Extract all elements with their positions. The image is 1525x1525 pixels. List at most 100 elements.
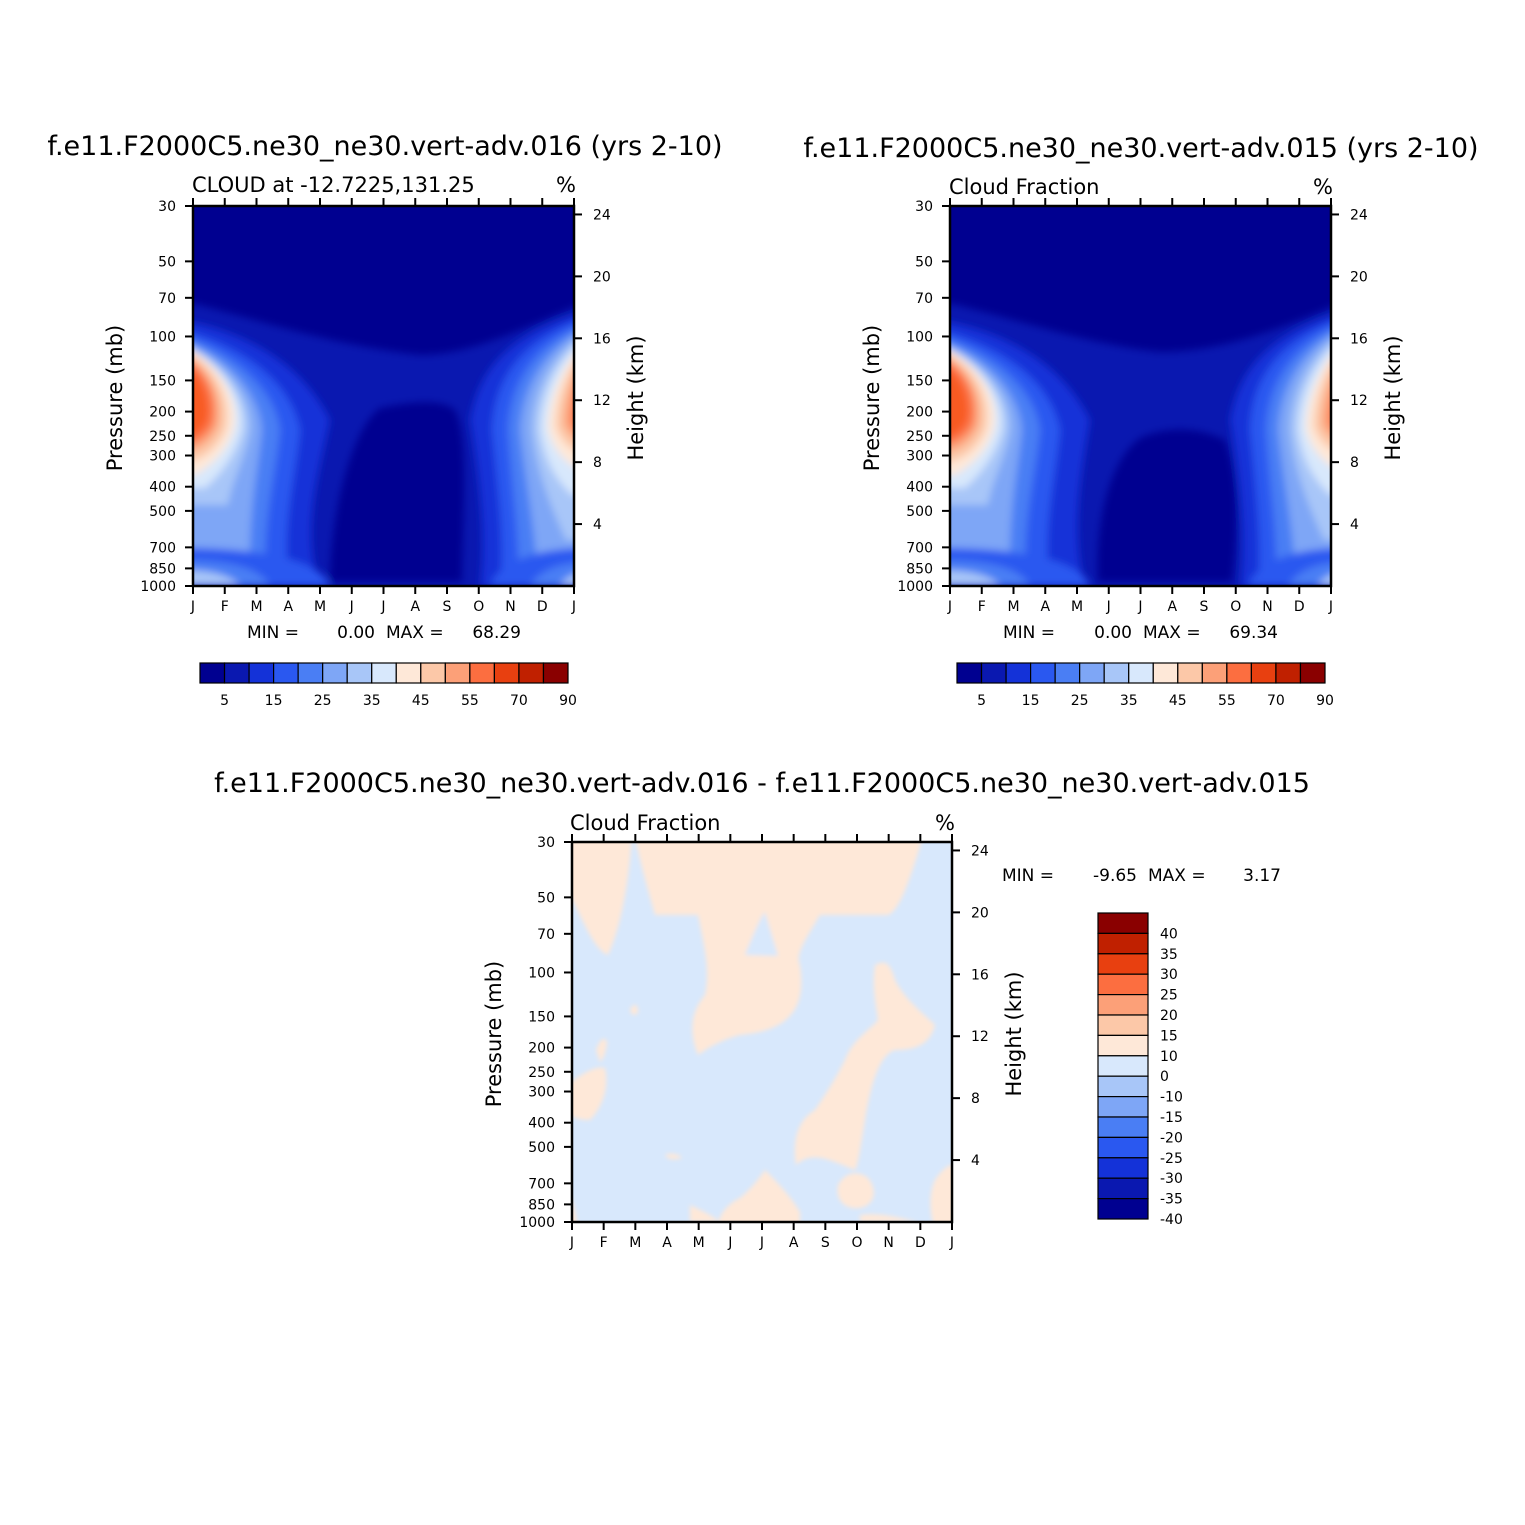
panel-1-colorbar-swatch [346,662,373,684]
panel-3-colorbar-label: -30 [1160,1171,1183,1187]
panel-2-colorbar-swatch [1152,662,1179,684]
panel-3-colorbar-swatch [1097,1014,1149,1036]
panel-2-y-tick-label: 250 [906,429,933,445]
panel-1-y-tick-label: 400 [149,480,176,496]
panel-3-axes: J F M A M J J A S O N D J 30 50 70 100 150 200 250 300 400 500… [519,834,989,1251]
panel-1-y2-tick-label: 24 [593,207,611,223]
panel-2-colorbar-swatch [1103,662,1130,684]
panel-3-y-tick-label: 400 [528,1116,555,1132]
panel-2-x-tick-label: A [1040,599,1050,615]
panel-1-colorbar-swatch [371,662,397,684]
panel-1-colorbar-swatch [322,662,348,684]
panel-3-y-tick-label: 50 [537,890,555,906]
panel-3-colorbar-label: 10 [1160,1049,1178,1065]
panel-1-colorbar-swatch [199,662,226,684]
panel-3-colorbar-label: 35 [1160,947,1178,963]
panel-1-y-tick-label: 50 [158,254,176,270]
panel-3-min-value: -9.65 [1093,866,1137,886]
panel-2-x-tick-label: J [1137,599,1142,615]
panel-1-y-tick-label: 30 [158,199,176,215]
panel-1-y-tick-label: 150 [149,373,176,389]
panel-1-y-tick-label: 1000 [140,579,176,595]
panel-3-colorbar-swatch [1097,993,1149,1016]
panel-2-y2-label: Height (km) [1381,335,1405,460]
panel-3-colorbar-label: 0 [1160,1069,1169,1085]
panel-3-y-tick-label: 300 [528,1085,555,1101]
panel-1-x-tick-label: N [505,599,515,615]
panel-3-colorbar-label: -25 [1160,1151,1183,1167]
panel-1-x-tick-label: D [537,599,548,615]
panel-2-colorbar-swatch [1226,662,1253,684]
panel-2-y-tick-label: 850 [906,561,933,577]
panel-3-colorbar-label: -10 [1160,1090,1183,1106]
panel-2-x-tick-label: J [1328,599,1333,615]
panel-3-colorbar-label: 40 [1160,926,1178,942]
panel-1-y2-tick-label: 4 [593,517,602,533]
panel-3-colorbar-swatch [1097,953,1149,975]
panel-2-colorbar-swatch [1005,662,1032,684]
panel-3-x-tick-label: O [851,1235,862,1251]
panel-3-colorbar-label: 20 [1160,1008,1178,1024]
panel-3-x-tick-label: A [789,1235,799,1251]
panel-2-min-label: MIN = [1003,623,1055,643]
panel-2-colorbar-label: 45 [1169,693,1187,709]
panel-3-y2-tick-label: 24 [971,843,989,859]
panel-1: f.e11.F2000C5.ne30_ne30.vert-adv.016 (yr… [47,131,722,709]
panel-3-y-tick-label: 100 [528,965,555,981]
panel-1-y2-tick-label: 20 [593,269,611,285]
panel-3-max-label: MAX = [1148,866,1206,886]
panel-2-y-tick-label: 50 [915,254,933,270]
panel-2-colorbar-label: 90 [1316,693,1334,709]
panel-1-x-tick-label: M [314,599,326,615]
panel-3-y2-tick-label: 8 [971,1091,980,1107]
panel-3-left-string: Cloud Fraction [570,811,721,835]
panel-2-colorbar-swatch [1029,662,1056,684]
panel-1-max-label: MAX = [386,623,444,643]
panel-2-colorbar-swatch [980,662,1007,684]
panel-3-min-label: MIN = [1002,866,1054,886]
panel-1-y-tick-label: 300 [149,449,176,465]
panel-2-y2-tick-label: 24 [1350,207,1368,223]
panel-3-x-tick-label: M [693,1235,705,1251]
panel-2-colorbar-label: 70 [1267,693,1285,709]
panel-1-colorbar-label: 25 [314,693,332,709]
panel-3-colorbar-swatch [1097,1136,1149,1159]
panel-3-colorbar-swatch [1097,1034,1149,1057]
panel-1-colorbar-label: 5 [220,693,229,709]
panel-2-x-tick-label: M [1007,599,1019,615]
panel-2-x-tick-label: J [947,599,952,615]
panel-2-x-tick-label: F [978,599,986,615]
panel-1-y-label: Pressure (mb) [103,325,127,472]
panel-1-colorbar-label: 45 [412,693,430,709]
panel-3-colorbar-label: -35 [1160,1192,1183,1208]
panel-1-y-tick-label: 70 [158,291,176,307]
panel-1-min-label: MIN = [247,623,299,643]
panel-1-colorbar-label: 15 [265,693,283,709]
panel-1-title: f.e11.F2000C5.ne30_ne30.vert-adv.016 (yr… [47,131,722,162]
panel-2-colorbar-swatch [1079,662,1105,684]
panel-1-x-tick-label: F [221,599,229,615]
panel-1-y-tick-label: 700 [149,540,176,556]
panel-3-colorbar-swatch [1097,1177,1149,1200]
panel-2-y-tick-label: 300 [906,449,933,465]
panel-1-colorbar-swatch [248,662,275,684]
panel-3-y-tick-label: 200 [528,1041,555,1057]
panel-1-x-tick-label: J [190,599,195,615]
panel-2-y-tick-label: 30 [915,199,933,215]
panel-1-x-tick-label: O [473,599,484,615]
panel-1-colorbar-swatch [518,662,545,684]
panel-2-y-tick-label: 400 [906,480,933,496]
panel-3-y-tick-label: 30 [537,835,555,851]
panel-2-y-tick-label: 150 [906,373,933,389]
panel-1-y-tick-label: 850 [149,561,176,577]
panel-3-x-tick-label: A [662,1235,672,1251]
panel-1-colorbar-swatch [273,662,299,684]
panel-2-colorbar-swatch [1250,662,1277,684]
panel-2-colorbar-swatch [956,662,983,684]
panel-1-y-tick-label: 100 [149,329,176,345]
panel-1-colorbar-swatch [395,662,422,684]
panel-1-y2-tick-label: 12 [593,393,611,409]
panel-1-colorbar-swatch [469,662,496,684]
panel-3-x-tick-label: F [600,1235,608,1251]
panel-3-colorbar-label: 15 [1160,1028,1178,1044]
